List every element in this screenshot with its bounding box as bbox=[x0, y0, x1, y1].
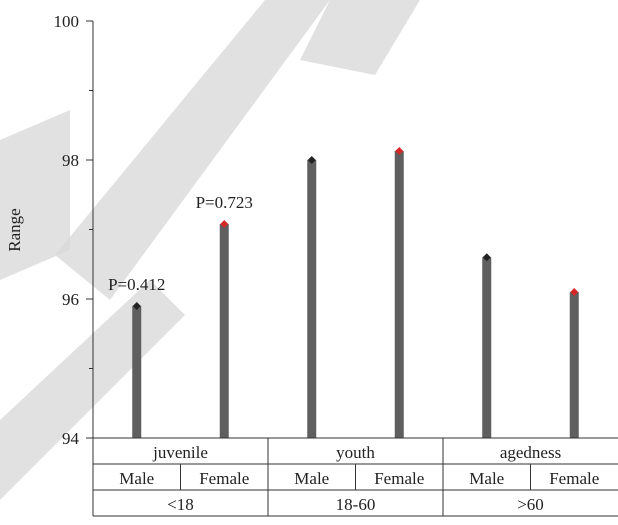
age-range-label: 18-60 bbox=[336, 495, 376, 514]
group-label-youth: youth bbox=[336, 443, 375, 462]
bar-youth-female bbox=[394, 150, 404, 438]
group-label-juvenile: juvenile bbox=[152, 443, 208, 462]
bar-agedness-female bbox=[569, 292, 579, 438]
watermark-stripe-2 bbox=[55, 0, 330, 300]
y-axis-title: Range bbox=[5, 208, 24, 251]
bar-juvenile-male bbox=[132, 305, 142, 438]
y-tick-label: 98 bbox=[62, 151, 79, 170]
bars: P=0.412 P=0.723 bbox=[108, 146, 579, 438]
y-tick-label: 100 bbox=[54, 12, 80, 31]
bar-marker bbox=[395, 146, 404, 155]
y-tick-label: 96 bbox=[62, 290, 79, 309]
category-label-male: Male bbox=[119, 469, 154, 488]
category-label-female: Female bbox=[549, 469, 599, 488]
category-label-female: Female bbox=[374, 469, 424, 488]
bar-marker bbox=[482, 253, 491, 262]
watermark-stripe-4 bbox=[300, 0, 420, 75]
age-range-label: >60 bbox=[517, 495, 544, 514]
bar-youth-male bbox=[307, 160, 317, 438]
axes: 94 96 98 100 bbox=[54, 12, 94, 516]
category-label-male: Male bbox=[294, 469, 329, 488]
category-label-male: Male bbox=[469, 469, 504, 488]
group-label-agedness: agedness bbox=[500, 443, 561, 462]
category-label-female: Female bbox=[199, 469, 249, 488]
age-range-label: <18 bbox=[167, 495, 194, 514]
watermark bbox=[0, 0, 420, 500]
bar-marker bbox=[132, 301, 141, 310]
y-tick-label: 94 bbox=[62, 429, 80, 448]
p-value-annotation: P=0.723 bbox=[196, 193, 253, 212]
bar-marker bbox=[220, 219, 229, 228]
watermark-stripe-1 bbox=[0, 110, 70, 280]
bar-juvenile-female bbox=[219, 223, 229, 438]
bar-marker bbox=[307, 156, 316, 164]
category-table: juvenile <18 Male Female youth 18-60 Male Femal… bbox=[93, 437, 618, 517]
p-value-annotation: P=0.412 bbox=[108, 275, 165, 294]
bar-marker bbox=[570, 288, 579, 297]
bar-agedness-male bbox=[482, 257, 492, 438]
